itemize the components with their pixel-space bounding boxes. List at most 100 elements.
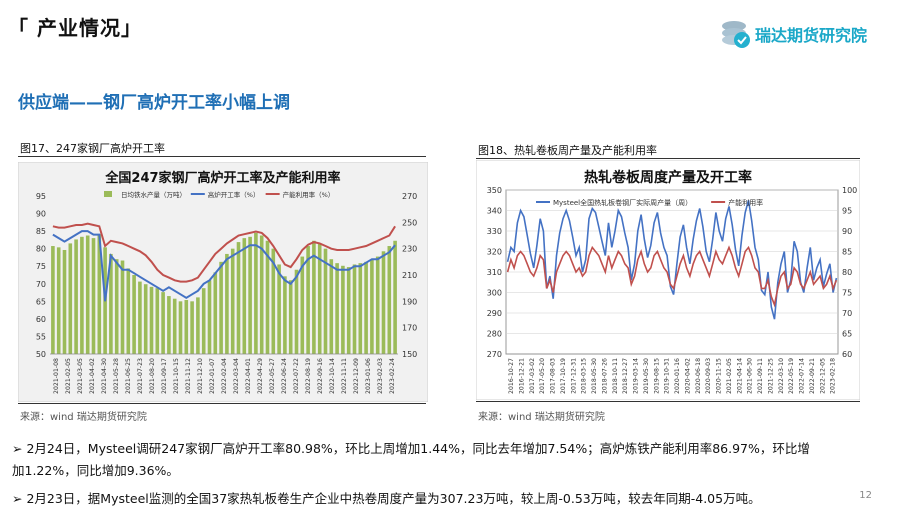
legend-label: Mysteel全国热轧板卷钢厂实际周产量（周）	[553, 198, 692, 207]
y-left-tick-label: 90	[36, 210, 46, 219]
x-tick-label: 2020-04-02	[684, 358, 691, 394]
chart-hot-rolled-coil-output: 热轧卷板周度产量及开工率 270 280 290 300 310 320 330 340 350 6…	[476, 160, 860, 400]
x-tick-label: 2018-03-15	[581, 358, 588, 394]
x-tick-label: 2022-04-01	[245, 358, 252, 394]
y-right-tick-label: 150	[402, 350, 417, 359]
y-left-tick-label: 85	[36, 227, 46, 236]
bar-mark	[143, 284, 148, 354]
x-tick-label: 2017-03-02	[529, 358, 536, 394]
x-tick-label: 2022-08-19	[305, 358, 312, 394]
y-right-tick-label: 270	[402, 192, 417, 201]
fig2-divider	[476, 158, 860, 159]
bar-mark	[161, 292, 165, 354]
bullet-furnace-rate-cont: 加1.22%，同比增加9.36%。	[12, 463, 179, 478]
y-right-tick-label: 100	[842, 186, 857, 195]
y-left-tick-label: 55	[36, 332, 46, 341]
bar-mark	[74, 239, 78, 354]
x-tick-label: 2022-10-14	[329, 358, 336, 394]
y-left-tick-label: 340	[487, 207, 502, 216]
bar-mark	[312, 240, 316, 354]
bar-mark	[254, 232, 258, 354]
x-tick-label: 2020-09-03	[705, 358, 712, 394]
fig1-divider	[18, 156, 426, 157]
bar-mark	[393, 240, 397, 354]
x-tick-label: 2022-05-19	[788, 358, 795, 394]
series-line-3	[52, 222, 396, 283]
bar-mark	[109, 253, 113, 354]
page-headline: 供应端——钢厂高炉开工率小幅上调	[18, 93, 290, 113]
x-tick-label: 2023-02-18	[830, 358, 837, 394]
y-left-tick-label: 270	[487, 350, 502, 359]
x-tick-label: 2021-12-10	[197, 358, 204, 394]
x-tick-label: 2021-02-05	[65, 358, 72, 394]
page-number: 12	[859, 490, 872, 501]
x-tick-label: 2022-09-21	[809, 358, 816, 394]
y-right-tick-label: 210	[402, 271, 417, 280]
bar-mark	[265, 240, 270, 354]
bar-mark	[56, 247, 61, 354]
x-tick-label: 2021-08-20	[149, 358, 156, 394]
x-tick-label: 2017-12-31	[570, 358, 577, 394]
x-tick-label: 2018-05-30	[591, 358, 598, 394]
bullet-hot-coil-output: ➢ 2月23日，据Mysteel监测的全国37家热轧板卷生产企业中热卷周度产量为…	[12, 491, 761, 506]
x-tick-label: 2021-11-12	[185, 358, 192, 394]
bar-mark	[288, 280, 293, 354]
x-tick-label: 2022-03-10	[778, 358, 785, 394]
x-tick-label: 2019-08-15	[653, 358, 660, 394]
x-tick-label: 2018-07-26	[601, 358, 608, 394]
section-title: 「 产业情况」	[8, 16, 142, 40]
bar-mark	[341, 265, 345, 354]
x-tick-label: 2022-03-04	[233, 358, 240, 394]
y-left-tick-label: 95	[36, 192, 46, 201]
x-tick-label: 2018-10-11	[612, 358, 619, 394]
x-tick-label: 2020-11-15	[716, 358, 723, 394]
fig2-caption: 图18、热轧卷板周产量及产能利用率	[478, 144, 657, 157]
x-tick-label: 2021-04-02	[89, 358, 96, 394]
x-tick-label: 2022-12-09	[353, 358, 360, 394]
y-right-tick-label: 70	[842, 309, 852, 318]
series-line-2	[52, 230, 396, 302]
y-left-tick-label: 320	[487, 248, 502, 257]
bar-mark	[323, 248, 328, 354]
y-right-tick-label: 80	[842, 268, 852, 277]
y-left-tick-label: 75	[36, 262, 46, 271]
bar-mark	[207, 280, 212, 354]
y-left-tick-label: 330	[487, 227, 502, 236]
x-tick-label: 2018-12-27	[622, 358, 629, 394]
bar-mark	[80, 236, 84, 354]
x-tick-label: 2022-12-05	[819, 358, 826, 394]
bar-mark	[230, 248, 235, 354]
x-tick-label: 2019-03-14	[633, 358, 640, 394]
bar-mark	[91, 238, 96, 354]
bar-mark	[196, 297, 200, 354]
bar-mark	[381, 251, 386, 354]
bar-mark	[178, 301, 183, 354]
x-tick-label: 2017-05-20	[539, 358, 546, 394]
chart-title: 全国247家钢厂高炉开工率及产能利用率	[104, 170, 340, 186]
series-line-2	[506, 245, 838, 308]
y-right-tick-label: 170	[402, 324, 417, 333]
logo-text: 瑞达期货研究院	[755, 26, 868, 45]
y-left-tick-label: 350	[487, 186, 502, 195]
x-tick-label: 2022-05-27	[269, 358, 276, 394]
x-tick-label: 2021-09-11	[757, 358, 764, 394]
x-tick-label: 2022-06-24	[281, 358, 288, 394]
x-tick-label: 2017-10-19	[560, 358, 567, 394]
bar-mark	[114, 259, 119, 354]
bar-mark	[375, 256, 380, 354]
x-tick-label: 2021-10-15	[173, 358, 180, 394]
bar-mark	[242, 238, 247, 354]
bar-mark	[346, 267, 351, 354]
fig1-source: 来源：wind 瑞达期货研究院	[20, 412, 147, 423]
y-left-tick-label: 65	[36, 297, 46, 306]
fig1-bottom-divider	[18, 403, 426, 404]
x-tick-label: 2020-06-18	[695, 358, 702, 394]
bar-mark	[294, 269, 299, 354]
bar-mark	[219, 261, 223, 354]
bar-mark	[387, 246, 392, 354]
y-right-tick-label: 85	[842, 248, 852, 257]
bar-mark	[138, 281, 142, 354]
bar-mark	[335, 263, 339, 354]
x-tick-label: 2017-08-03	[550, 358, 557, 394]
y-right-tick-label: 60	[842, 350, 852, 359]
